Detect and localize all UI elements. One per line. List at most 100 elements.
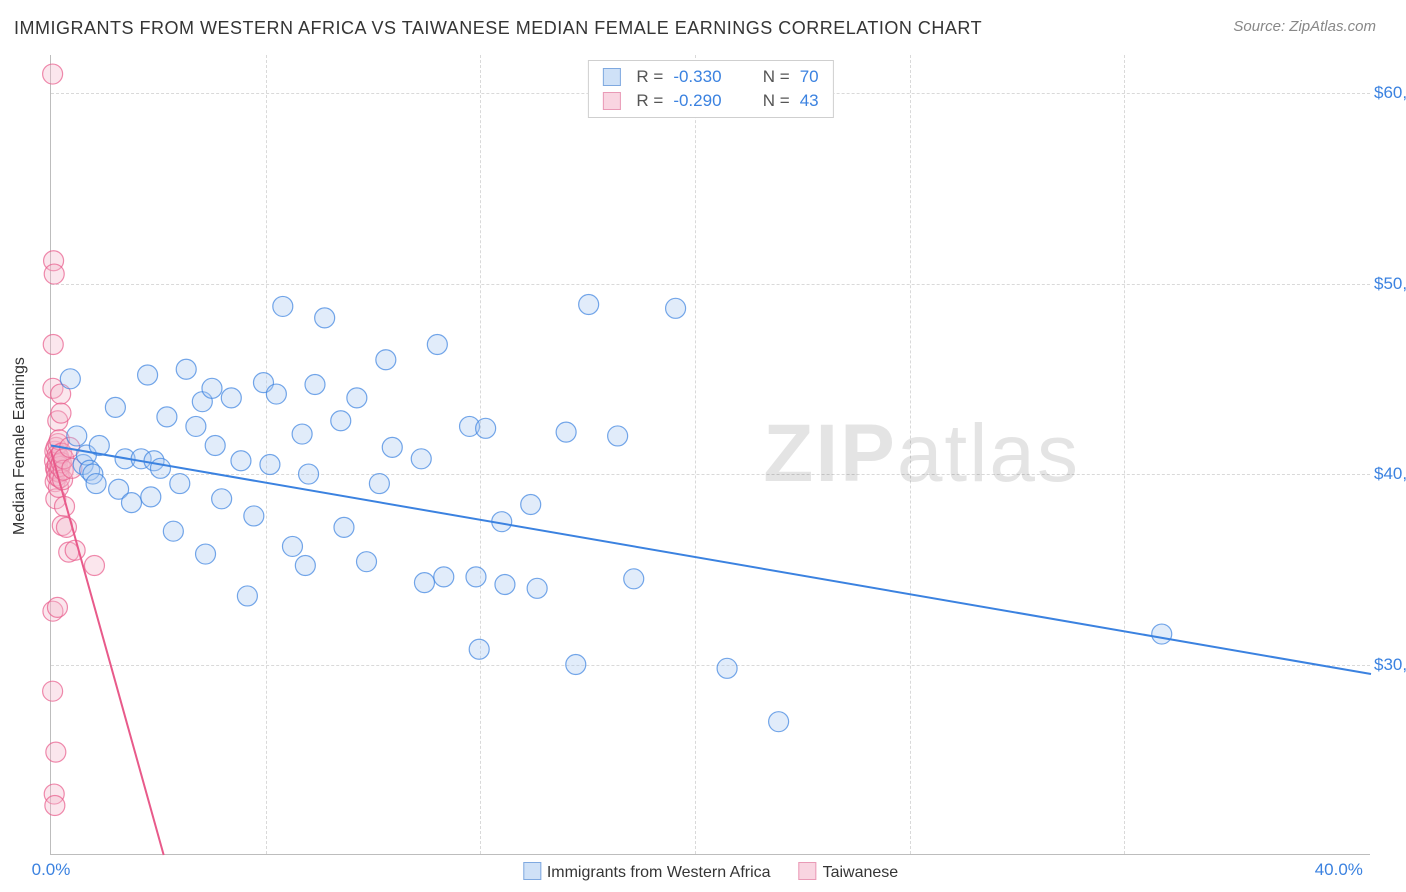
data-point-western_africa bbox=[427, 335, 447, 355]
data-point-western_africa bbox=[305, 375, 325, 395]
data-point-taiwanese bbox=[45, 795, 65, 815]
data-point-western_africa bbox=[212, 489, 232, 509]
data-point-western_africa bbox=[521, 495, 541, 515]
swatch-western-africa bbox=[523, 862, 541, 880]
source-label: Source: bbox=[1233, 18, 1289, 35]
data-point-western_africa bbox=[608, 426, 628, 446]
data-point-taiwanese bbox=[47, 597, 67, 617]
n-value-taiwanese: 43 bbox=[800, 91, 819, 111]
data-point-western_africa bbox=[60, 369, 80, 389]
trend-line-western_africa bbox=[51, 445, 1371, 674]
r-value-taiwanese: -0.290 bbox=[673, 91, 743, 111]
y-tick-label: $50,000 bbox=[1374, 274, 1406, 294]
data-point-western_africa bbox=[315, 308, 335, 328]
data-point-western_africa bbox=[231, 451, 251, 471]
data-point-western_africa bbox=[376, 350, 396, 370]
data-point-western_africa bbox=[414, 573, 434, 593]
data-point-western_africa bbox=[566, 655, 586, 675]
correlation-row-western-africa: R = -0.330 N = 70 bbox=[602, 65, 818, 89]
legend-label-taiwanese: Taiwanese bbox=[823, 864, 899, 881]
r-value-western-africa: -0.330 bbox=[673, 67, 743, 87]
data-point-western_africa bbox=[717, 658, 737, 678]
data-point-western_africa bbox=[292, 424, 312, 444]
data-point-western_africa bbox=[434, 567, 454, 587]
plot-area: $30,000$40,000$50,000$60,0000.0%40.0% R … bbox=[50, 55, 1370, 855]
data-point-western_africa bbox=[469, 639, 489, 659]
data-point-taiwanese bbox=[65, 540, 85, 560]
data-point-western_africa bbox=[170, 474, 190, 494]
data-point-western_africa bbox=[556, 422, 576, 442]
data-point-western_africa bbox=[357, 552, 377, 572]
data-point-western_africa bbox=[176, 359, 196, 379]
chart-title: IMMIGRANTS FROM WESTERN AFRICA VS TAIWAN… bbox=[14, 18, 982, 39]
data-point-western_africa bbox=[579, 295, 599, 315]
data-point-western_africa bbox=[1152, 624, 1172, 644]
data-point-western_africa bbox=[273, 296, 293, 316]
data-point-taiwanese bbox=[43, 335, 63, 355]
data-point-western_africa bbox=[163, 521, 183, 541]
data-point-western_africa bbox=[411, 449, 431, 469]
r-label: R = bbox=[636, 91, 663, 111]
data-point-western_africa bbox=[186, 416, 206, 436]
data-point-western_africa bbox=[237, 586, 257, 606]
y-tick-label: $60,000 bbox=[1374, 83, 1406, 103]
data-point-taiwanese bbox=[84, 555, 104, 575]
r-label: R = bbox=[636, 67, 663, 87]
y-axis-label: Median Female Earnings bbox=[11, 357, 29, 535]
n-label: N = bbox=[753, 67, 789, 87]
data-point-western_africa bbox=[121, 493, 141, 513]
data-point-taiwanese bbox=[43, 64, 63, 84]
source-value: ZipAtlas.com bbox=[1289, 18, 1376, 35]
data-point-western_africa bbox=[196, 544, 216, 564]
y-tick-label: $40,000 bbox=[1374, 464, 1406, 484]
data-point-western_africa bbox=[476, 418, 496, 438]
data-point-western_africa bbox=[67, 426, 87, 446]
n-value-western-africa: 70 bbox=[800, 67, 819, 87]
data-point-western_africa bbox=[295, 555, 315, 575]
data-point-western_africa bbox=[624, 569, 644, 589]
swatch-taiwanese bbox=[602, 92, 620, 110]
data-point-western_africa bbox=[202, 378, 222, 398]
data-point-western_africa bbox=[334, 517, 354, 537]
n-label: N = bbox=[753, 91, 789, 111]
data-point-western_africa bbox=[769, 712, 789, 732]
data-point-western_africa bbox=[299, 464, 319, 484]
legend-label-western-africa: Immigrants from Western Africa bbox=[547, 864, 771, 881]
data-point-western_africa bbox=[86, 474, 106, 494]
data-point-western_africa bbox=[382, 437, 402, 457]
data-point-western_africa bbox=[527, 578, 547, 598]
data-point-western_africa bbox=[466, 567, 486, 587]
data-point-western_africa bbox=[282, 536, 302, 556]
data-point-western_africa bbox=[347, 388, 367, 408]
data-point-western_africa bbox=[221, 388, 241, 408]
y-tick-label: $30,000 bbox=[1374, 655, 1406, 675]
data-point-western_africa bbox=[141, 487, 161, 507]
correlation-legend: R = -0.330 N = 70 R = -0.290 N = 43 bbox=[587, 60, 833, 118]
scatter-svg bbox=[51, 55, 1371, 855]
data-point-taiwanese bbox=[43, 681, 63, 701]
swatch-taiwanese bbox=[799, 862, 817, 880]
x-tick-label: 40.0% bbox=[1315, 860, 1363, 880]
series-legend: Immigrants from Western Africa Taiwanese bbox=[523, 862, 898, 882]
legend-item-western-africa: Immigrants from Western Africa bbox=[523, 862, 771, 882]
data-point-western_africa bbox=[666, 298, 686, 318]
chart-container: IMMIGRANTS FROM WESTERN AFRICA VS TAIWAN… bbox=[0, 0, 1406, 892]
data-point-western_africa bbox=[244, 506, 264, 526]
data-point-western_africa bbox=[260, 455, 280, 475]
data-point-western_africa bbox=[495, 575, 515, 595]
data-point-western_africa bbox=[138, 365, 158, 385]
data-point-western_africa bbox=[157, 407, 177, 427]
swatch-western-africa bbox=[602, 68, 620, 86]
trend-line-taiwanese bbox=[51, 451, 164, 855]
data-point-western_africa bbox=[105, 397, 125, 417]
data-point-taiwanese bbox=[51, 403, 71, 423]
x-tick-label: 0.0% bbox=[32, 860, 71, 880]
data-point-western_africa bbox=[205, 435, 225, 455]
source-attribution: Source: ZipAtlas.com bbox=[1233, 18, 1376, 35]
data-point-western_africa bbox=[150, 458, 170, 478]
data-point-western_africa bbox=[331, 411, 351, 431]
data-point-taiwanese bbox=[44, 264, 64, 284]
correlation-row-taiwanese: R = -0.290 N = 43 bbox=[602, 89, 818, 113]
data-point-western_africa bbox=[369, 474, 389, 494]
data-point-western_africa bbox=[266, 384, 286, 404]
